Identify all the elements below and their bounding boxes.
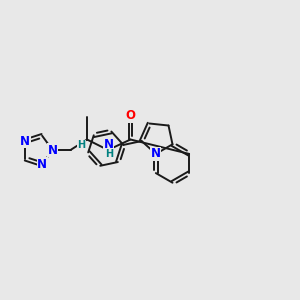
Text: H: H	[77, 140, 86, 150]
Text: N: N	[47, 143, 58, 157]
Text: N: N	[37, 158, 47, 171]
Text: N: N	[151, 147, 161, 161]
Text: O: O	[125, 109, 136, 122]
Text: N: N	[103, 138, 114, 151]
Text: H: H	[105, 148, 114, 159]
Text: N: N	[20, 135, 30, 148]
